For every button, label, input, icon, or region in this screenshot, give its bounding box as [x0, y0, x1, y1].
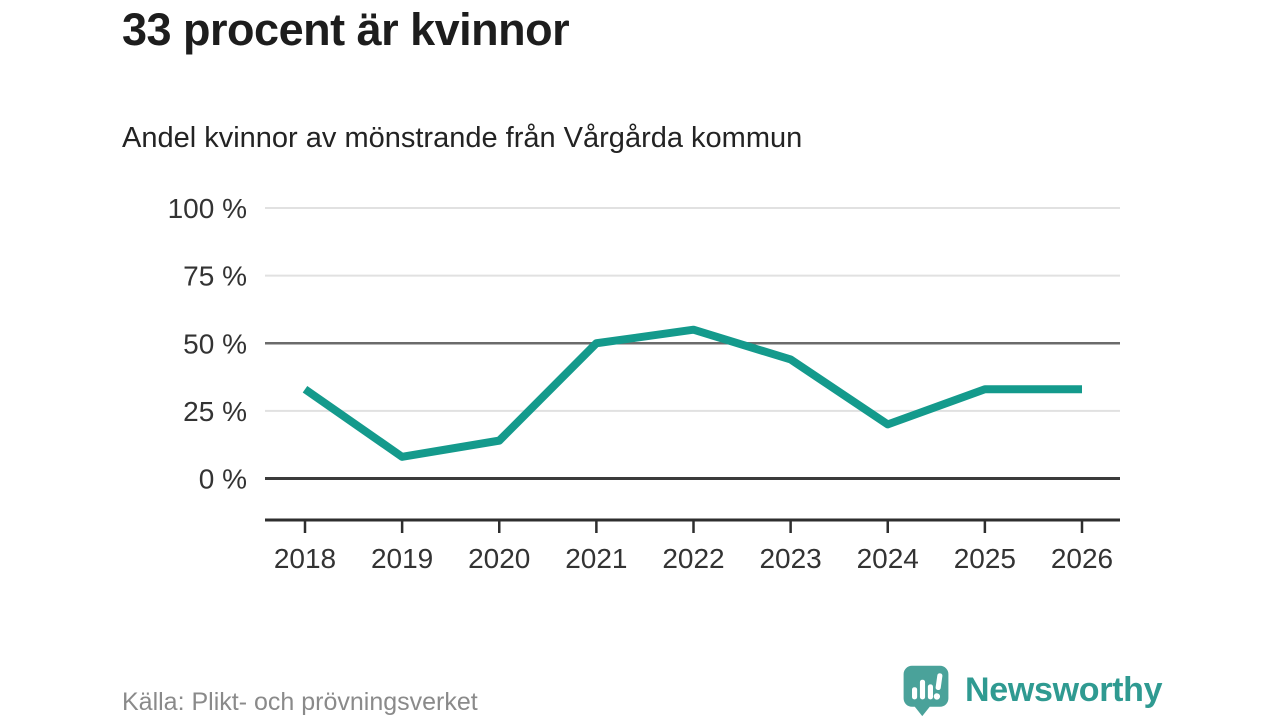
svg-text:25 %: 25 % — [183, 396, 247, 427]
svg-text:2023: 2023 — [759, 543, 821, 574]
svg-text:2026: 2026 — [1051, 543, 1113, 574]
svg-text:2025: 2025 — [954, 543, 1016, 574]
svg-text:100 %: 100 % — [168, 193, 247, 224]
svg-text:75 %: 75 % — [183, 261, 247, 292]
chart-subtitle: Andel kvinnor av mönstrande från Vårgård… — [122, 122, 803, 154]
x-axis — [265, 518, 1120, 533]
svg-text:2022: 2022 — [662, 543, 724, 574]
data-line — [302, 325, 1082, 461]
svg-text:0 %: 0 % — [199, 464, 247, 495]
x-axis-labels: 2018 2019 2020 2021 2022 2023 2024 2025 2026 — [274, 543, 1113, 574]
svg-text:50 %: 50 % — [183, 328, 247, 359]
page-title: 33 procent är kvinnor — [122, 4, 570, 55]
newsworthy-logo-icon — [903, 665, 949, 717]
source-note: Källa: Plikt- och prövningsverket — [122, 688, 478, 716]
gridlines — [265, 207, 1120, 480]
newsworthy-wordmark: Newsworthy — [965, 670, 1163, 709]
svg-text:2019: 2019 — [371, 543, 433, 574]
newsworthy-logo: Newsworthy — [898, 662, 1163, 718]
svg-text:2018: 2018 — [274, 543, 336, 574]
svg-text:2024: 2024 — [857, 543, 919, 574]
svg-text:2021: 2021 — [565, 543, 627, 574]
y-axis-labels: 0 % 25 % 50 % 75 % 100 % — [168, 193, 247, 495]
svg-text:2020: 2020 — [468, 543, 530, 574]
